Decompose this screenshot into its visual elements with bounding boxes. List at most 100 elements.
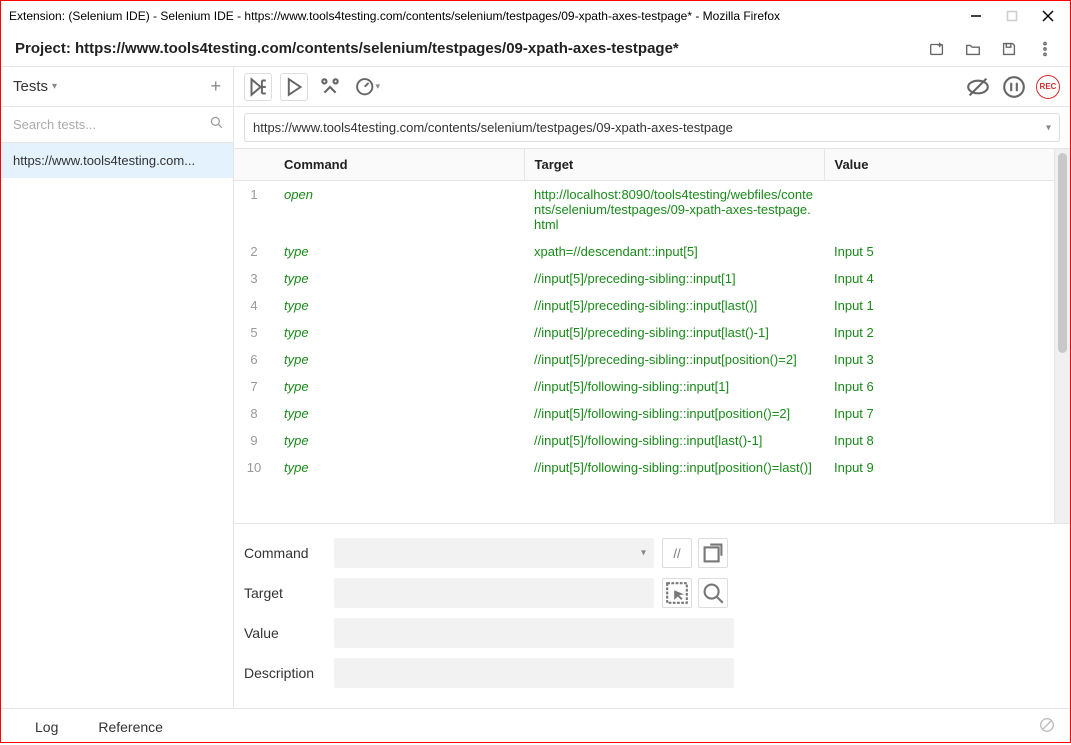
row-value (824, 181, 1054, 239)
test-list-item[interactable]: https://www.tools4testing.com... (1, 143, 233, 178)
add-test-button[interactable]: + (210, 76, 221, 97)
command-row[interactable]: 4type//input[5]/preceding-sibling::input… (234, 292, 1054, 319)
vertical-scrollbar[interactable] (1054, 149, 1070, 523)
row-target: //input[5]/following-sibling::input[last… (524, 427, 824, 454)
clear-log-icon[interactable] (1038, 716, 1056, 737)
editor-target-label: Target (244, 585, 334, 601)
editor-value-field[interactable] (334, 618, 734, 648)
row-command: type (274, 265, 524, 292)
row-value: Input 5 (824, 238, 1054, 265)
base-url-value: https://www.tools4testing.com/contents/s… (253, 120, 733, 135)
run-current-button[interactable] (280, 73, 308, 101)
editor-description-field[interactable] (334, 658, 734, 688)
select-target-button[interactable] (662, 578, 692, 608)
search-icon[interactable] (209, 115, 225, 134)
row-number: 9 (234, 427, 274, 454)
test-toolbar: ▾ REC (234, 67, 1070, 107)
row-value: Input 9 (824, 454, 1054, 481)
row-number: 7 (234, 373, 274, 400)
command-row[interactable]: 7type//input[5]/following-sibling::input… (234, 373, 1054, 400)
row-number: 6 (234, 346, 274, 373)
editor-value-label: Value (244, 625, 334, 641)
row-value: Input 4 (824, 265, 1054, 292)
bottom-bar: Log Reference (1, 708, 1070, 744)
editor-target-field[interactable] (334, 578, 654, 608)
base-url-input[interactable]: https://www.tools4testing.com/contents/s… (244, 113, 1060, 142)
col-target: Target (524, 149, 824, 181)
row-command: type (274, 292, 524, 319)
command-row[interactable]: 1openhttp://localhost:8090/tools4testing… (234, 181, 1054, 239)
command-row[interactable]: 2typexpath=//descendant::input[5]Input 5 (234, 238, 1054, 265)
row-command: type (274, 346, 524, 373)
command-grid: Command Target Value 1openhttp://localho… (234, 149, 1054, 481)
speed-button[interactable]: ▾ (352, 73, 380, 101)
disable-breakpoints-button[interactable] (964, 73, 992, 101)
window-titlebar: Extension: (Selenium IDE) - Selenium IDE… (1, 1, 1070, 31)
row-number: 8 (234, 400, 274, 427)
row-value: Input 7 (824, 400, 1054, 427)
row-target: xpath=//descendant::input[5] (524, 238, 824, 265)
row-target: //input[5]/following-sibling::input[posi… (524, 400, 824, 427)
row-command: type (274, 238, 524, 265)
editor-command-field[interactable]: ▾ (334, 538, 654, 568)
col-value: Value (824, 149, 1054, 181)
row-value: Input 3 (824, 346, 1054, 373)
command-row[interactable]: 6type//input[5]/preceding-sibling::input… (234, 346, 1054, 373)
row-target: //input[5]/preceding-sibling::input[1] (524, 265, 824, 292)
row-number: 2 (234, 238, 274, 265)
row-number: 10 (234, 454, 274, 481)
row-command: type (274, 427, 524, 454)
command-row[interactable]: 9type//input[5]/following-sibling::input… (234, 427, 1054, 454)
log-tab[interactable]: Log (15, 709, 78, 745)
row-target: //input[5]/following-sibling::input[1] (524, 373, 824, 400)
tests-dropdown-icon[interactable]: ▾ (52, 81, 57, 92)
row-target: //input[5]/following-sibling::input[posi… (524, 454, 824, 481)
row-target: //input[5]/preceding-sibling::input[posi… (524, 346, 824, 373)
row-target: //input[5]/preceding-sibling::input[last… (524, 292, 824, 319)
open-project-button[interactable] (962, 38, 984, 60)
row-command: type (274, 373, 524, 400)
row-value: Input 1 (824, 292, 1054, 319)
url-dropdown-icon[interactable]: ▾ (1046, 122, 1051, 133)
maximize-button[interactable] (1006, 10, 1018, 22)
editor-command-label: Command (244, 545, 334, 561)
more-menu-button[interactable] (1034, 38, 1056, 60)
row-number: 1 (234, 181, 274, 239)
project-label: Project: https://www.tools4testing.com/c… (15, 40, 679, 57)
new-project-button[interactable] (926, 38, 948, 60)
row-target: http://localhost:8090/tools4testing/webf… (524, 181, 824, 239)
command-editor: Command ▾ // Target Value Des (234, 523, 1070, 708)
record-button[interactable]: REC (1036, 75, 1060, 99)
tests-sidebar: Tests ▾ + https://www.tools4testing.com.… (1, 67, 234, 708)
pause-button[interactable] (1000, 73, 1028, 101)
row-command: type (274, 400, 524, 427)
tests-heading[interactable]: Tests (13, 78, 48, 95)
row-value: Input 2 (824, 319, 1054, 346)
row-number: 4 (234, 292, 274, 319)
command-row[interactable]: 8type//input[5]/following-sibling::input… (234, 400, 1054, 427)
run-all-button[interactable] (244, 73, 272, 101)
minimize-button[interactable] (970, 10, 982, 22)
save-project-button[interactable] (998, 38, 1020, 60)
row-target: //input[5]/preceding-sibling::input[last… (524, 319, 824, 346)
step-button[interactable] (316, 73, 344, 101)
row-command: type (274, 454, 524, 481)
toggle-comment-button[interactable]: // (662, 538, 692, 568)
search-tests-input[interactable] (9, 111, 209, 138)
command-row[interactable]: 3type//input[5]/preceding-sibling::input… (234, 265, 1054, 292)
reference-tab[interactable]: Reference (78, 709, 183, 745)
editor-description-label: Description (244, 665, 334, 681)
row-number: 5 (234, 319, 274, 346)
project-bar: Project: https://www.tools4testing.com/c… (1, 31, 1070, 67)
row-value: Input 8 (824, 427, 1054, 454)
find-target-button[interactable] (698, 578, 728, 608)
row-number: 3 (234, 265, 274, 292)
command-row[interactable]: 5type//input[5]/preceding-sibling::input… (234, 319, 1054, 346)
window-title: Extension: (Selenium IDE) - Selenium IDE… (9, 9, 970, 23)
command-row[interactable]: 10type//input[5]/following-sibling::inpu… (234, 454, 1054, 481)
row-value: Input 6 (824, 373, 1054, 400)
open-new-window-button[interactable] (698, 538, 728, 568)
col-command: Command (274, 149, 524, 181)
close-button[interactable] (1042, 10, 1054, 22)
row-command: open (274, 181, 524, 239)
